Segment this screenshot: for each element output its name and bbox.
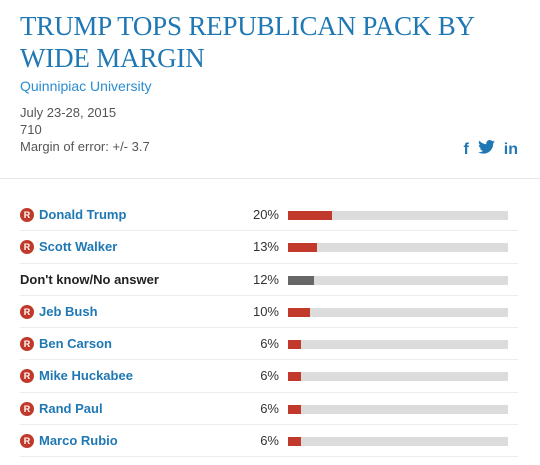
bar-track bbox=[288, 404, 508, 414]
candidate-name[interactable]: Rand Paul bbox=[39, 400, 103, 416]
percent-label: 6% bbox=[260, 368, 279, 384]
bar-fill bbox=[288, 243, 317, 253]
divider bbox=[0, 178, 540, 179]
poll-sample-size: 710 bbox=[20, 122, 42, 137]
percent-label: 20% bbox=[252, 207, 279, 222]
candidate-row: R Donald Trump 20% bbox=[20, 199, 518, 232]
bar-track bbox=[288, 211, 508, 220]
candidate-name[interactable]: Ben Carson bbox=[39, 336, 112, 352]
bar-track bbox=[288, 372, 508, 382]
percent-label: 12% bbox=[252, 271, 279, 287]
candidate-name[interactable]: Jeb Bush bbox=[39, 303, 98, 319]
candidate-row: R Rand Paul 6% bbox=[20, 393, 518, 426]
poll-dates: July 23-28, 2015 bbox=[20, 105, 117, 120]
bar-fill bbox=[288, 372, 302, 382]
candidate-row: R Scott Walker 13% bbox=[20, 231, 518, 264]
republican-badge-icon: R bbox=[20, 401, 34, 416]
candidate-row: R Jeb Bush 10% bbox=[20, 296, 518, 329]
twitter-icon[interactable] bbox=[477, 140, 495, 159]
bar-track bbox=[288, 275, 508, 285]
candidate-row: R Marco Rubio 6% bbox=[20, 425, 518, 458]
republican-badge-icon: R bbox=[20, 434, 34, 449]
candidate-row: R Mike Huckabee 6% bbox=[20, 360, 518, 393]
poll-meta: July 23-28, 2015 710 Margin of error: +/… bbox=[20, 104, 150, 155]
poll-margin-of-error: Margin of error: +/- 3.7 bbox=[20, 139, 150, 154]
poll-source-link[interactable]: Quinnipiac University bbox=[20, 78, 152, 94]
republican-badge-icon: R bbox=[20, 208, 34, 222]
republican-badge-icon: R bbox=[20, 304, 34, 319]
candidate-row: Don't know/No answer 12% bbox=[20, 264, 518, 296]
percent-label: 10% bbox=[252, 303, 279, 319]
bar-track bbox=[288, 243, 508, 253]
percent-label: 13% bbox=[252, 239, 279, 255]
percent-label: 6% bbox=[260, 400, 279, 416]
bar-fill bbox=[288, 404, 302, 414]
bar-track bbox=[288, 340, 508, 350]
percent-label: 6% bbox=[260, 433, 279, 449]
linkedin-icon[interactable]: in bbox=[503, 140, 518, 158]
bar-track bbox=[288, 307, 508, 317]
candidate-name[interactable]: Marco Rubio bbox=[39, 433, 118, 449]
bar-fill bbox=[288, 340, 302, 350]
results-list: R Donald Trump 20% R Scott Walker 13% Don't kn… bbox=[0, 199, 540, 458]
bar-track bbox=[288, 437, 508, 447]
facebook-icon[interactable]: f bbox=[463, 140, 469, 158]
candidate-name[interactable]: Mike Huckabee bbox=[39, 368, 133, 384]
bar-fill bbox=[288, 437, 302, 447]
republican-badge-icon: R bbox=[20, 240, 34, 255]
bar-fill bbox=[288, 307, 310, 317]
chart-title: TRUMP TOPS REPUBLICAN PACK BY WIDE MARGI… bbox=[20, 11, 474, 73]
candidate-name[interactable]: Donald Trump bbox=[39, 207, 127, 222]
percent-label: 6% bbox=[260, 336, 279, 352]
republican-badge-icon: R bbox=[20, 369, 34, 384]
candidate-name: Don't know/No answer bbox=[20, 271, 159, 287]
bar-fill bbox=[288, 211, 332, 220]
social-share: f in bbox=[463, 140, 518, 159]
candidate-row: R Ben Carson 6% bbox=[20, 328, 518, 361]
republican-badge-icon: R bbox=[20, 337, 34, 352]
bar-fill bbox=[288, 275, 315, 285]
candidate-name[interactable]: Scott Walker bbox=[39, 239, 118, 255]
chart-header: TRUMP TOPS REPUBLICAN PACK BY WIDE MARGI… bbox=[20, 10, 530, 94]
